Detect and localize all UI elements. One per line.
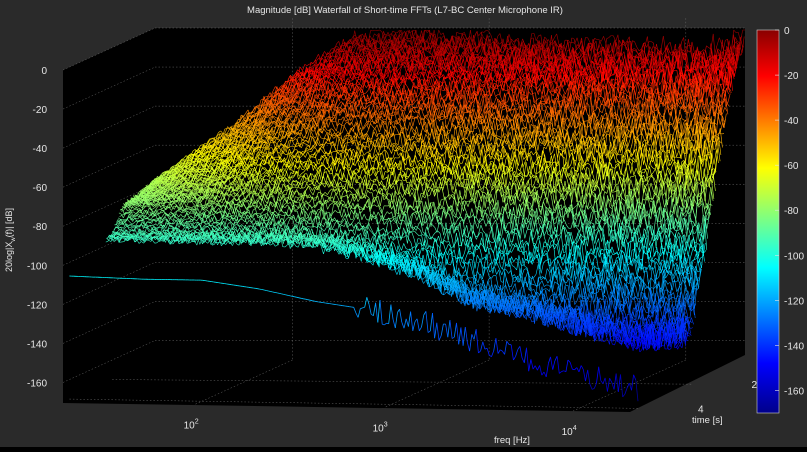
chart-title: Magnitude [dB] Waterfall of Short-time F…	[247, 5, 563, 16]
